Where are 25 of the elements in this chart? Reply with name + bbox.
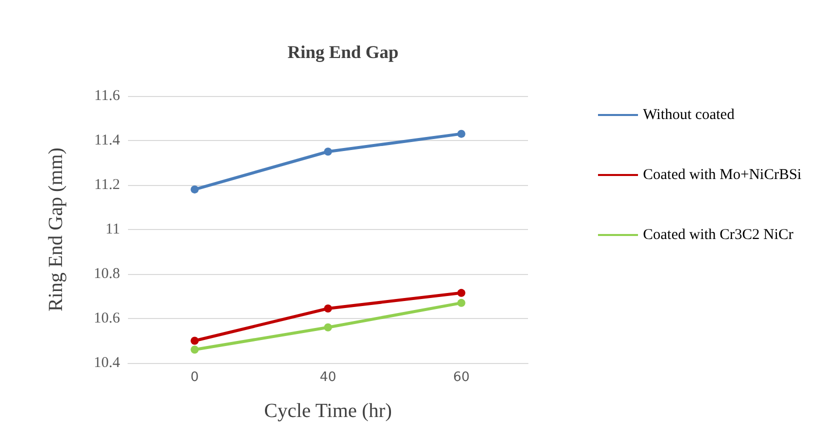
point: [190, 346, 199, 354]
point: [324, 148, 332, 156]
legend-label: Without coated: [643, 107, 735, 123]
y-tick-label: 11.4: [94, 132, 120, 148]
y-tick-label: 10.8: [94, 266, 120, 282]
point: [324, 304, 332, 312]
y-tick-label: 10.4: [94, 355, 120, 371]
x-axis-title: Cycle Time (hr): [264, 400, 392, 422]
y-tick-label: 11: [106, 222, 120, 238]
point: [190, 185, 199, 194]
point: [457, 130, 466, 138]
x-tick-label: 40: [320, 370, 336, 385]
legend-label: Coated with Cr3C2 NiCr: [643, 227, 794, 243]
point: [190, 336, 199, 345]
legend-label: Coated with Mo+NiCrBSi: [643, 167, 802, 183]
y-tick-label: 10.6: [94, 310, 120, 326]
y-axis-title: Ring End Gap (mm): [45, 148, 67, 312]
y-tick-label: 11.2: [94, 177, 120, 193]
x-tick-label: 0: [190, 370, 199, 385]
point: [457, 288, 466, 297]
chart-title: Ring End Gap: [287, 42, 399, 62]
point: [457, 298, 466, 307]
point: [324, 323, 332, 332]
x-tick-label: 60: [453, 370, 470, 385]
y-tick-label: 11.6: [94, 88, 120, 104]
